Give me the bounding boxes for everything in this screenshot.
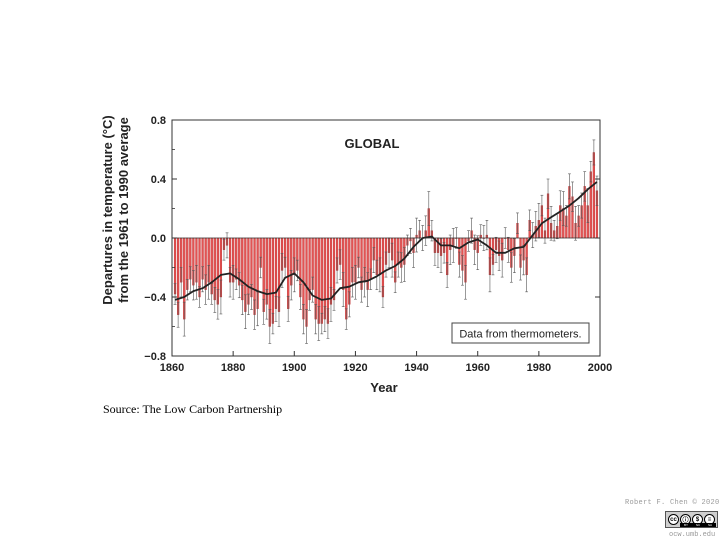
license-terms: BY NC SA xyxy=(680,523,716,527)
chart-title: GLOBAL xyxy=(345,136,400,151)
x-tick-label: 1960 xyxy=(465,362,489,374)
x-axis-label: Year xyxy=(370,380,397,395)
y-tick-label: −0.8 xyxy=(144,351,166,363)
x-tick-label: 1940 xyxy=(404,362,428,374)
y-tick-label: −0.4 xyxy=(144,292,167,304)
author-credit: Robert F. Chen © 2020 xyxy=(625,499,720,507)
y-tick-label: 0.4 xyxy=(151,174,167,186)
cc-icon: cc xyxy=(668,514,679,525)
axes: 1860 1880 1900 1920 1940 1960 1980 2000 0.8 0.4 0.… xyxy=(144,115,612,374)
chart-svg: 1860 1880 1900 1920 1940 1960 1980 2000 0.8 0.4 0.… xyxy=(100,115,612,395)
bar xyxy=(345,237,348,320)
x-tick-label: 1880 xyxy=(221,362,245,374)
x-tick-label: 1920 xyxy=(343,362,367,374)
cc-license-badge[interactable]: cc ⓘ $ ≡ BY NC SA xyxy=(665,511,718,528)
bar-series xyxy=(173,139,599,344)
x-tick-label: 2000 xyxy=(588,362,612,374)
bar xyxy=(320,237,323,324)
legend-note-box: Data from thermometers. xyxy=(451,322,590,344)
site-url: ocw.umb.edu xyxy=(669,531,716,539)
y-tick-label: 0.8 xyxy=(151,115,166,127)
x-tick-label: 1900 xyxy=(282,362,306,374)
y-axis-label-line2: from the 1961 to 1990 average xyxy=(116,117,131,303)
y-axis-label: Departures in temperature (°C) xyxy=(100,115,115,304)
legend-note: Data from thermometers. xyxy=(459,329,581,341)
x-tick-label: 1860 xyxy=(160,362,184,374)
trend-line xyxy=(174,181,598,301)
source-caption: Source: The Low Carbon Partnership xyxy=(103,402,283,416)
y-tick-label: 0.0 xyxy=(151,233,166,245)
trend-line-series xyxy=(174,181,598,301)
temperature-chart: 1860 1880 1900 1920 1940 1960 1980 2000 0.8 0.4 0.… xyxy=(96,84,620,400)
x-tick-label: 1980 xyxy=(527,362,551,374)
bar xyxy=(271,237,274,324)
